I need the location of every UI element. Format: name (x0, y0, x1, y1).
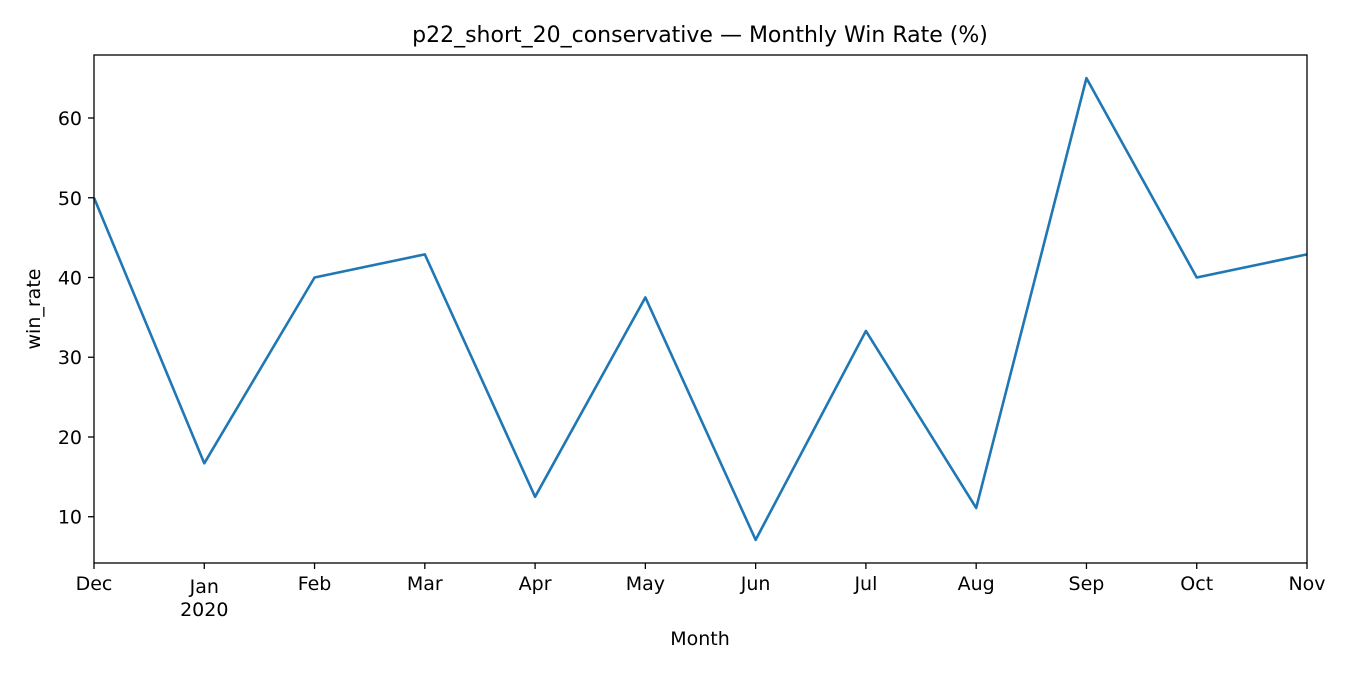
x-tick-label: Jan (189, 576, 219, 598)
series-line-0 (92, 76, 1308, 542)
chart-title: p22_short_20_conservative — Monthly Win … (412, 23, 988, 48)
x-tick-label: Mar (407, 573, 443, 595)
x-tick-label: Jun (740, 573, 771, 595)
x-tick-label: Sep (1069, 573, 1105, 595)
y-axis: 10 20 30 40 50 60 (58, 108, 94, 529)
y-axis-label: win_rate (23, 269, 45, 350)
x-tick-label: Dec (76, 573, 113, 595)
x-tick-label: Oct (1180, 573, 1213, 595)
x-tick-label: Aug (958, 573, 995, 595)
y-tick-label: 60 (58, 108, 82, 130)
y-tick-label: 50 (58, 188, 82, 210)
x-tick-label: May (626, 573, 665, 595)
y-tick-label: 30 (58, 347, 82, 369)
x-axis-label: Month (670, 628, 730, 650)
x-axis: Dec Jan Feb Mar Apr May Jun Jul Aug Sep Oct Nov 2020 (76, 563, 1326, 621)
y-tick-label: 40 (58, 267, 82, 289)
x-tick-label: Feb (298, 573, 332, 595)
x-tick-label: Nov (1288, 573, 1325, 595)
x-tick-label: Apr (519, 573, 552, 595)
y-tick-label: 20 (58, 427, 82, 449)
x-tick-label: Jul (853, 573, 877, 595)
plot-frame (93, 54, 1308, 564)
x-tick-year-label: 2020 (180, 599, 228, 621)
y-tick-label: 10 (58, 507, 82, 529)
plot-lines (92, 76, 1308, 542)
